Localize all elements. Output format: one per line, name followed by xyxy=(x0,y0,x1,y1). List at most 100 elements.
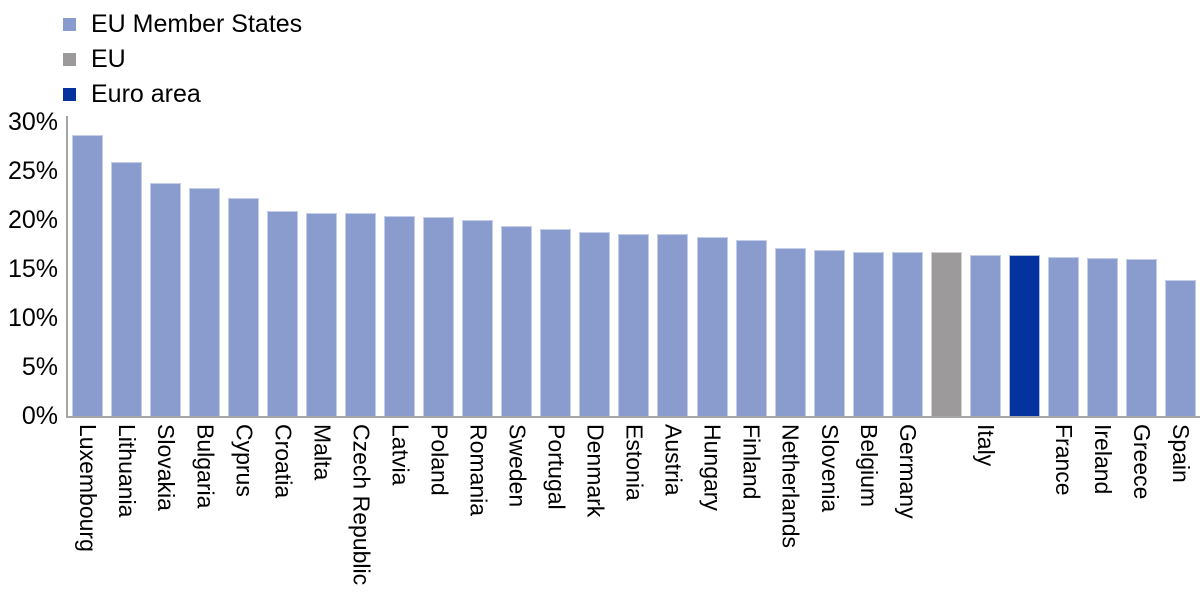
x-axis-label: Greece xyxy=(1129,424,1155,500)
bar-slot xyxy=(1161,122,1200,416)
bar-slot xyxy=(771,122,810,416)
bar-czech-republic xyxy=(345,213,377,416)
x-label-cell: Poland xyxy=(419,424,458,496)
bar-slovenia xyxy=(813,250,845,416)
x-label-cell: France xyxy=(1044,424,1083,496)
legend-label: EU xyxy=(91,44,126,73)
x-axis-label: Finland xyxy=(738,424,765,500)
x-axis-label: Slovakia xyxy=(153,424,180,511)
bar-estonia xyxy=(618,233,650,416)
bar-latvia xyxy=(384,216,416,416)
bar-denmark xyxy=(579,231,611,416)
bar-romania xyxy=(462,220,494,416)
x-axis-label: Germany xyxy=(894,424,921,519)
legend-item-eu: EU xyxy=(63,45,302,73)
y-tick-label: 5% xyxy=(21,353,58,381)
bar-lithuania xyxy=(111,162,143,416)
x-label-cell: Germany xyxy=(888,424,927,519)
bar-ireland xyxy=(1086,258,1118,416)
bar-bulgaria xyxy=(189,187,221,416)
x-label-cell: Finland xyxy=(732,424,771,499)
bar-slot xyxy=(68,122,107,416)
x-axis-label: Ireland xyxy=(1089,424,1116,495)
bar-slot xyxy=(1044,122,1083,416)
bar-croatia xyxy=(267,211,299,416)
x-label-cell: Lithuania xyxy=(107,424,146,517)
x-label-cell: Portugal xyxy=(536,424,575,510)
x-axis-label: Italy xyxy=(972,424,999,467)
plot-area xyxy=(68,122,1200,416)
x-label-cell: Luxembourg xyxy=(68,424,107,552)
x-axis-label: Spain xyxy=(1168,424,1195,483)
x-axis-label: Denmark xyxy=(582,424,609,518)
x-label-cell: Hungary xyxy=(693,424,732,511)
bar-slot xyxy=(419,122,458,416)
bar-eu xyxy=(930,252,962,416)
bar-slot xyxy=(1083,122,1122,416)
bar-austria xyxy=(657,233,689,416)
bar-slot xyxy=(888,122,927,416)
bar-slot xyxy=(185,122,224,416)
bar-slot xyxy=(575,122,614,416)
x-label-cell: Italy xyxy=(966,424,1005,466)
x-label-cell: Malta xyxy=(302,424,341,480)
legend-label: Euro area xyxy=(91,79,201,108)
x-label-cell: Latvia xyxy=(380,424,419,485)
x-axis-line xyxy=(66,415,1200,418)
bar-malta xyxy=(306,213,338,416)
bar-poland xyxy=(423,217,455,416)
x-axis-label: Portugal xyxy=(543,424,570,510)
bar-greece xyxy=(1125,259,1157,416)
bar-slot xyxy=(614,122,653,416)
y-tick-label: 0% xyxy=(21,402,58,430)
bar-slot xyxy=(966,122,1005,416)
bar-italy xyxy=(969,255,1001,416)
bar-slot xyxy=(732,122,771,416)
x-label-cell: Belgium xyxy=(849,424,888,507)
x-label-cell: Bulgaria xyxy=(185,424,224,508)
y-tick-label: 10% xyxy=(7,304,58,332)
y-tick-label: 20% xyxy=(7,206,58,234)
x-label-cell: Austria xyxy=(653,424,692,496)
x-axis-label: Slovenia xyxy=(816,424,843,513)
x-axis-label: France xyxy=(1050,424,1077,496)
x-axis-label: Belgium xyxy=(855,424,882,508)
x-axis-label: Poland xyxy=(426,424,453,496)
bar-spain xyxy=(1164,279,1196,416)
x-label-cell: Greece xyxy=(1122,424,1161,499)
x-label-cell: Netherlands xyxy=(771,424,810,548)
x-label-cell: Ireland xyxy=(1083,424,1122,494)
bar-portugal xyxy=(540,228,572,416)
legend-swatch-icon xyxy=(63,87,76,101)
bar-finland xyxy=(735,239,767,416)
bar-hungary xyxy=(696,236,728,416)
bar-slot xyxy=(693,122,732,416)
legend-item-euro-area: Euro area xyxy=(63,80,302,108)
bar-germany xyxy=(891,252,923,416)
x-axis-label: Hungary xyxy=(699,424,726,511)
bar-slot xyxy=(224,122,263,416)
legend-item-eu-member-states: EU Member States xyxy=(63,10,302,38)
x-axis-label: Lithuania xyxy=(114,424,141,518)
x-axis-label: Luxembourg xyxy=(75,424,102,552)
x-label-cell: Cyprus xyxy=(224,424,263,497)
bar-sweden xyxy=(501,225,533,416)
legend-swatch-icon xyxy=(63,17,76,31)
x-axis-label: Malta xyxy=(309,424,336,481)
chart-legend: EU Member States EU Euro area xyxy=(63,10,302,115)
bar-slot xyxy=(380,122,419,416)
bar-slot xyxy=(458,122,497,416)
x-axis-label: Croatia xyxy=(270,424,297,499)
bar-slot xyxy=(927,122,966,416)
bar-slot xyxy=(536,122,575,416)
x-axis-labels: Luxembourg Lithuania Slovakia Bulgaria Cypru… xyxy=(68,424,1200,585)
y-axis-line xyxy=(66,116,68,418)
legend-swatch-icon xyxy=(63,52,76,66)
x-axis-label: Cyprus xyxy=(231,424,258,497)
x-axis-label: Romania xyxy=(465,424,492,517)
x-axis-label: Netherlands xyxy=(777,424,804,549)
x-axis-label: Estonia xyxy=(621,424,648,501)
bar-slovakia xyxy=(150,182,182,416)
x-axis-label: Bulgaria xyxy=(192,424,219,509)
